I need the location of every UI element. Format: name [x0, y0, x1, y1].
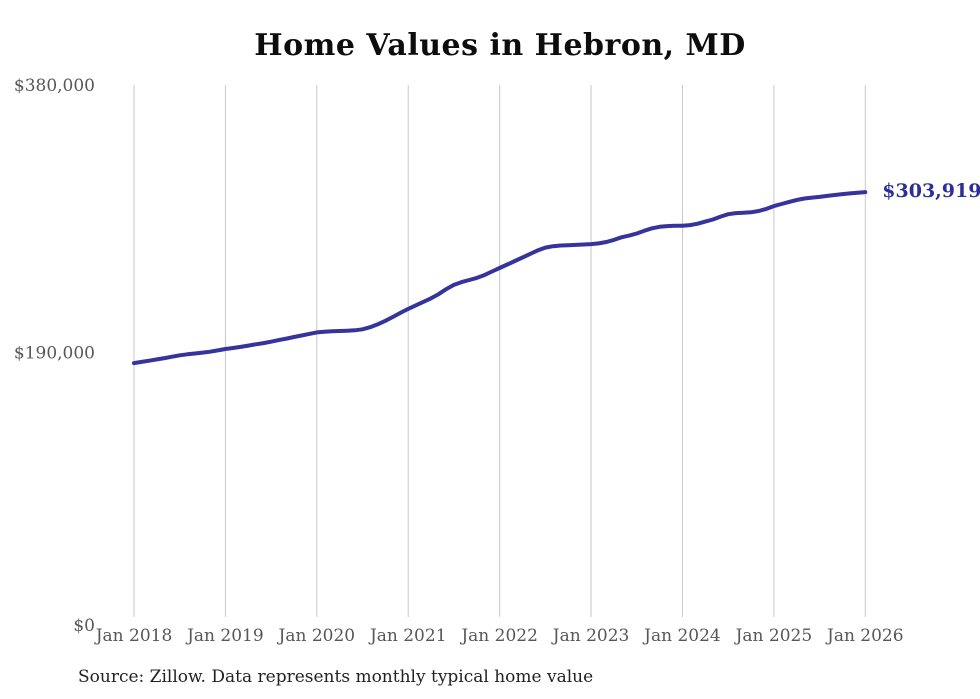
y-axis-tick-label: $380,000 [14, 76, 95, 96]
home-value-line [132, 190, 868, 366]
x-axis-tick-label: Jan 2022 [459, 626, 538, 646]
x-axis-tick-label: Jan 2023 [551, 626, 630, 646]
x-axis-tick-label: Jan 2018 [94, 626, 173, 646]
y-axis-tick-label: $0 [73, 616, 95, 636]
y-axis-tick-label: $190,000 [14, 344, 95, 364]
x-axis-tick-label: Jan 2019 [185, 626, 264, 646]
latest-value-label: $303,919 [882, 180, 980, 202]
x-axis-tick-label: Jan 2025 [734, 626, 813, 646]
source-note: Source: Zillow. Data represents monthly … [78, 667, 594, 687]
chart-title: Home Values in Hebron, MD [254, 28, 746, 63]
x-axis-tick-label: Jan 2021 [368, 626, 447, 646]
x-axis-tick-label: Jan 2026 [825, 626, 904, 646]
x-axis-tick-label: Jan 2024 [642, 626, 721, 646]
x-axis-tick-label: Jan 2020 [277, 626, 356, 646]
